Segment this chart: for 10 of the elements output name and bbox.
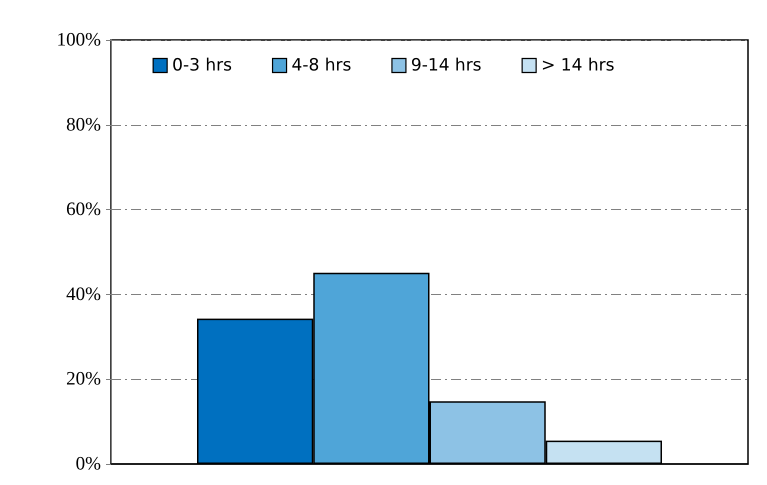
legend-label: 4-8 hrs	[292, 56, 352, 76]
y-tick-label: 60%	[66, 199, 102, 220]
legend-label: 9-14 hrs	[410, 56, 482, 76]
y-tick-label: 100%	[56, 30, 102, 50]
y-tick-label: 0%	[76, 454, 102, 474]
y-tick-label: 40%	[66, 284, 102, 305]
legend-label: > 14 hrs	[541, 56, 615, 76]
legend-label: 0-3 hrs	[172, 56, 232, 76]
y-tick-label: 80%	[66, 114, 102, 136]
y-tick-label: 20%	[66, 368, 102, 390]
